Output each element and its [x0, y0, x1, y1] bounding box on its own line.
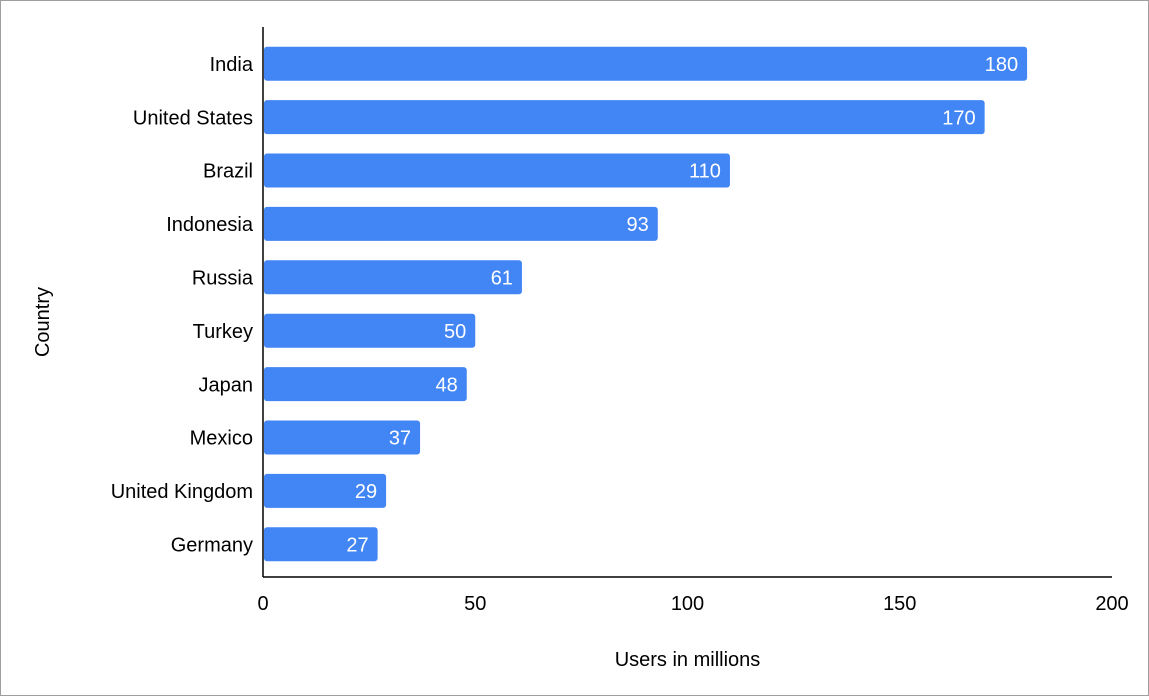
data-label-japan: 48	[436, 374, 458, 396]
category-label-turkey: Turkey	[193, 321, 253, 343]
bar-russia	[264, 260, 522, 295]
bar-indonesia	[264, 206, 658, 241]
category-label-india: India	[210, 54, 254, 76]
x-tick-label-0: 0	[257, 593, 268, 615]
x-axis-title: Users in millions	[615, 649, 761, 671]
x-tick-label-100: 100	[671, 593, 704, 615]
category-labels-layer: India United States Brazil Indonesia Russia T…	[111, 54, 254, 557]
x-tick-label-200: 200	[1095, 593, 1128, 615]
data-label-united-kingdom: 29	[355, 481, 377, 503]
data-label-brazil: 110	[689, 161, 721, 183]
bar-germany	[264, 527, 378, 562]
bar-mexico	[264, 420, 421, 455]
data-label-germany: 27	[346, 535, 368, 557]
category-label-indonesia: Indonesia	[166, 214, 254, 236]
bar-united-states	[264, 100, 985, 135]
category-label-japan: Japan	[199, 374, 254, 396]
category-label-brazil: Brazil	[203, 161, 253, 183]
x-tick-label-50: 50	[464, 593, 486, 615]
category-label-russia: Russia	[192, 268, 254, 290]
data-label-united-states: 170	[942, 107, 975, 129]
data-label-turkey: 50	[444, 321, 466, 343]
bar-united-kingdom	[264, 473, 387, 508]
bar-brazil	[264, 153, 730, 188]
data-label-mexico: 37	[389, 428, 411, 450]
data-label-india: 180	[985, 54, 1018, 76]
data-label-russia: 61	[491, 268, 513, 290]
bar-india	[264, 46, 1028, 81]
data-labels-layer: 180 170 110 93 61 50 48 37 29 27	[346, 54, 1018, 557]
data-label-indonesia: 93	[627, 214, 649, 236]
bars-layer	[264, 46, 1028, 562]
y-axis-title: Country	[32, 287, 54, 357]
bar-japan	[264, 367, 467, 402]
bar-turkey	[264, 313, 476, 348]
category-label-germany: Germany	[171, 535, 253, 557]
x-tick-labels-layer: 0 50 100 150 200	[257, 593, 1128, 615]
category-label-united-states: United States	[133, 107, 253, 129]
x-tick-label-150: 150	[883, 593, 916, 615]
category-label-mexico: Mexico	[190, 428, 253, 450]
category-label-united-kingdom: United Kingdom	[111, 481, 253, 503]
